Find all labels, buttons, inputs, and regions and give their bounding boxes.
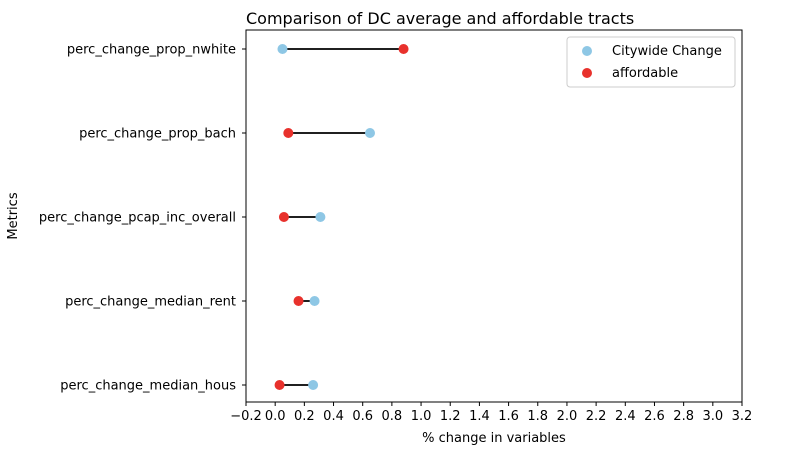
x-tick-label: 3.2 [732, 409, 753, 424]
y-axis-label: Metrics [6, 192, 21, 239]
x-tick-label: −0.2 [230, 409, 262, 424]
y-tick-label: perc_change_median_rent [65, 295, 236, 310]
point-citywide-change [365, 128, 375, 138]
legend-label-affordable: affordable [612, 66, 678, 81]
y-tick-label: perc_change_pcap_inc_overall [39, 211, 236, 226]
point-citywide-change [277, 44, 288, 54]
x-tick-label: 0.8 [382, 409, 403, 424]
x-tick-label: 3.0 [702, 409, 723, 424]
y-tick-label: perc_change_prop_nwhite [67, 43, 236, 58]
point-affordable [278, 212, 289, 222]
point-citywide-change [309, 296, 320, 306]
legend-box [566, 36, 736, 88]
chart-title: Comparison of DC average and affordable … [246, 9, 634, 28]
x-tick-label: 1.0 [411, 409, 432, 424]
point-affordable [274, 380, 285, 390]
x-tick-label: 1.2 [440, 409, 461, 424]
point-citywide-change [315, 212, 326, 222]
x-tick-label: 2.8 [673, 409, 694, 424]
connector-lines [279, 48, 404, 386]
legend-label-citywide-change: Citywide Change [612, 44, 722, 59]
point-affordable [398, 44, 409, 54]
x-tick-label: 1.6 [498, 409, 519, 424]
x-tick-label: 0.0 [265, 409, 286, 424]
x-axis: −0.2 0.0 0.2 0.4 0.6 0.8 1.0 1.2 1.4 1.6 1.8 2.0 2.2… [230, 402, 752, 424]
point-citywide-change [308, 380, 319, 390]
legend-marker-affordable [582, 68, 592, 78]
point-affordable [293, 296, 304, 306]
x-tick-label: 1.4 [469, 409, 490, 424]
point-affordable [283, 128, 294, 138]
x-tick-label: 0.6 [352, 409, 373, 424]
x-tick-label: 1.8 [527, 409, 548, 424]
x-axis-label: % change in variables [422, 431, 566, 446]
x-tick-label: 0.2 [294, 409, 315, 424]
x-tick-label: 2.2 [586, 409, 607, 424]
legend-marker-citywide-change [582, 46, 592, 56]
data-points [274, 44, 409, 390]
plot-area [245, 29, 743, 403]
y-tick-label: perc_change_prop_bach [79, 127, 236, 142]
y-axis: perc_change_median_hous perc_change_media… [39, 43, 246, 394]
y-tick-label: perc_change_median_hous [60, 379, 236, 394]
x-tick-label: 2.0 [557, 409, 578, 424]
legend: Citywide Change affordable [566, 36, 736, 88]
x-tick-label: 0.4 [323, 409, 344, 424]
x-tick-label: 2.4 [615, 409, 636, 424]
x-tick-label: 2.6 [644, 409, 665, 424]
